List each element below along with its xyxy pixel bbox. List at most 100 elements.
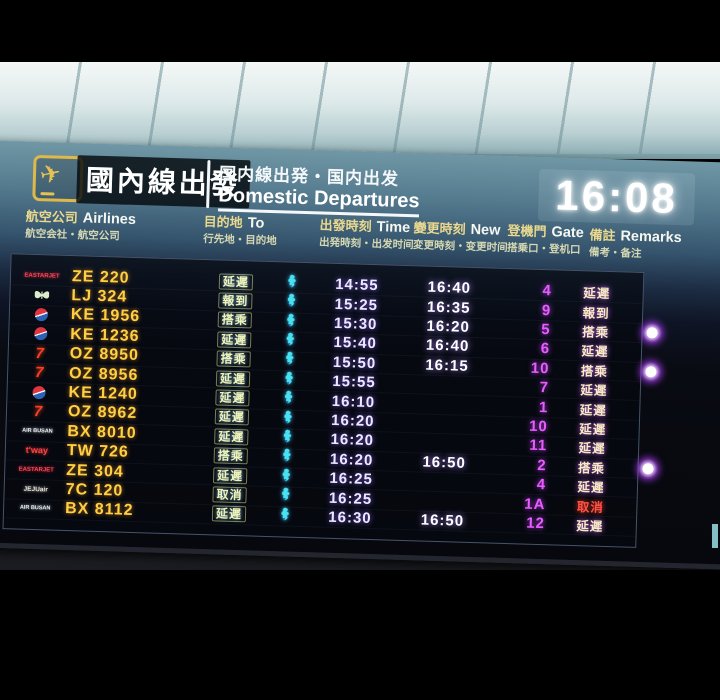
status-badge: 搭乘 bbox=[213, 447, 248, 465]
flight-number: BX 8112 bbox=[64, 500, 134, 520]
status-badge: 延遲 bbox=[215, 389, 250, 407]
status-badge: 延遲 bbox=[214, 428, 249, 446]
destination-icon bbox=[284, 313, 296, 331]
destination-status-cell: 延遲 bbox=[200, 272, 273, 292]
col-header-new: 變更時刻 New 変更時刻・变更时间 bbox=[412, 220, 508, 254]
flight-row: 7 OZ 8962 延遲 16:20 10 延遲 bbox=[7, 401, 639, 441]
flight-row: KE 1236 延遲 15:40 16:40 6 延遲 bbox=[9, 323, 641, 363]
destination-status-cell: 延遲 bbox=[198, 330, 271, 350]
departure-time: 15:55 bbox=[332, 373, 376, 392]
tway-logo-icon: t'way bbox=[25, 445, 49, 456]
airline-logo-cell bbox=[11, 307, 71, 322]
status-badge: 取消 bbox=[212, 486, 247, 504]
destination-status-cell: 搭乘 bbox=[197, 349, 270, 369]
remark-text: 延遲 bbox=[578, 422, 607, 437]
remark-text: 延遲 bbox=[579, 402, 607, 418]
new-time: 16:35 bbox=[426, 298, 471, 317]
destination-icon-cell bbox=[266, 447, 307, 468]
reflection-sliver bbox=[712, 524, 718, 548]
asiana-logo-icon: 7 bbox=[35, 344, 45, 363]
gate-number: 2 bbox=[537, 456, 547, 475]
destination-status-cell: 報到 bbox=[199, 291, 272, 311]
departure-time: 15:30 bbox=[333, 314, 378, 334]
gate-number: 7 bbox=[539, 379, 550, 397]
jeju-air-logo-icon: JEJUair bbox=[23, 485, 48, 494]
destination-icon bbox=[280, 468, 292, 486]
asiana-logo-icon: 7 bbox=[34, 364, 44, 382]
boarding-indicator-dot bbox=[642, 462, 654, 475]
destination-icon-cell bbox=[267, 428, 308, 449]
destination-icon-cell bbox=[265, 486, 306, 507]
korean-air-logo-icon bbox=[31, 385, 46, 399]
destination-icon bbox=[282, 410, 294, 428]
remark-text: 取消 bbox=[576, 499, 605, 515]
destination-icon-cell bbox=[270, 311, 311, 332]
board-subtitle: 国内線出発・国内出发 Domestic Departures bbox=[218, 159, 421, 218]
col-header-remarks: 備註 Remarks 備考・备注 bbox=[588, 227, 682, 260]
destination-icon-cell bbox=[269, 370, 310, 391]
status-badge: 延遲 bbox=[214, 408, 250, 426]
status-badge: 延遲 bbox=[212, 467, 248, 485]
flight-row: JEJUair 7C 120 取消 16:25 1A 取消 bbox=[5, 478, 636, 518]
new-time bbox=[396, 480, 491, 483]
asiana-logo-icon: 7 bbox=[33, 402, 43, 421]
destination-icon bbox=[279, 487, 291, 505]
new-time: 16:40 bbox=[427, 278, 472, 298]
airline-logo-cell: EASTARJET bbox=[6, 466, 66, 474]
remark-text: 延遲 bbox=[577, 480, 605, 496]
gate-number: 1 bbox=[538, 398, 549, 416]
destination-status-cell: 延遲 bbox=[194, 465, 267, 485]
status-badge: 報到 bbox=[218, 292, 253, 310]
destination-status-cell: 搭乘 bbox=[199, 310, 272, 330]
departure-time: 15:50 bbox=[332, 353, 377, 372]
departure-time: 16:20 bbox=[330, 431, 375, 450]
flight-row: LJ 324 報到 15:25 16:35 9 報到 bbox=[11, 284, 642, 324]
air-busan-logo-icon: AIR BUSAN bbox=[22, 427, 53, 435]
airline-logo-cell: EASTARJET bbox=[12, 272, 72, 280]
remark-text: 搭乘 bbox=[580, 364, 609, 379]
departure-time: 15:40 bbox=[333, 334, 378, 353]
airline-logo-cell: JEJUair bbox=[6, 485, 66, 494]
new-time: 16:15 bbox=[425, 356, 469, 375]
boarding-indicator-dot bbox=[645, 365, 657, 378]
destination-icon bbox=[285, 293, 297, 312]
gate-number: 5 bbox=[541, 321, 551, 339]
destination-icon-cell bbox=[271, 292, 312, 313]
status-badge: 延遲 bbox=[215, 370, 251, 388]
korean-air-logo-icon bbox=[33, 327, 47, 341]
col-header-airlines: 航空公司 Airlines 航空会社・航空公司 bbox=[25, 208, 137, 243]
remark-text: 延遲 bbox=[578, 441, 606, 457]
jin-air-logo-icon bbox=[33, 289, 50, 301]
airline-logo-cell: 7 bbox=[9, 363, 69, 382]
destination-status-cell: 搭乘 bbox=[194, 446, 267, 466]
destination-status-cell: 延遲 bbox=[197, 369, 270, 389]
remark-text: 延遲 bbox=[581, 344, 609, 360]
destination-icon bbox=[281, 429, 293, 447]
remark-text: 延遲 bbox=[583, 286, 611, 302]
status-badge: 搭乘 bbox=[217, 311, 253, 329]
gate-number: 12 bbox=[525, 514, 546, 533]
flights-rows: EASTARJET ZE 220 延遲 14:55 16:40 4 延遲 LJ 324 報到 15… bbox=[0, 141, 720, 538]
col-header-gate: 登機門 Gate 搭乗口・登机口 bbox=[506, 222, 585, 257]
destination-icon-cell bbox=[270, 331, 311, 352]
col-header-to: 目的地 To 行先地・目的地 bbox=[203, 213, 277, 248]
new-time bbox=[398, 422, 493, 425]
departure-time: 16:30 bbox=[328, 508, 372, 528]
gate-number: 10 bbox=[528, 417, 549, 436]
destination-icon bbox=[283, 351, 295, 370]
destination-icon-cell bbox=[268, 389, 309, 410]
departure-time: 14:55 bbox=[334, 276, 379, 295]
airline-logo-cell: 7 bbox=[9, 344, 69, 363]
remark-text: 搭乘 bbox=[581, 325, 610, 341]
destination-icon bbox=[284, 332, 296, 350]
departure-board: ✈ 國內線出發 国内線出発・国内出发 Domestic Departures 1… bbox=[0, 140, 720, 570]
airline-logo-cell: AIR BUSAN bbox=[5, 505, 65, 513]
destination-icon-cell bbox=[265, 505, 306, 526]
airline-logo-cell: AIR BUSAN bbox=[7, 427, 67, 435]
gate-number: 6 bbox=[540, 340, 551, 358]
eastar-jet-logo-icon: EASTARJET bbox=[18, 466, 54, 474]
departure-time: 15:25 bbox=[334, 295, 379, 314]
flight-row: 7 OZ 8956 延遲 15:55 7 延遲 bbox=[8, 362, 640, 402]
new-time bbox=[399, 384, 494, 387]
